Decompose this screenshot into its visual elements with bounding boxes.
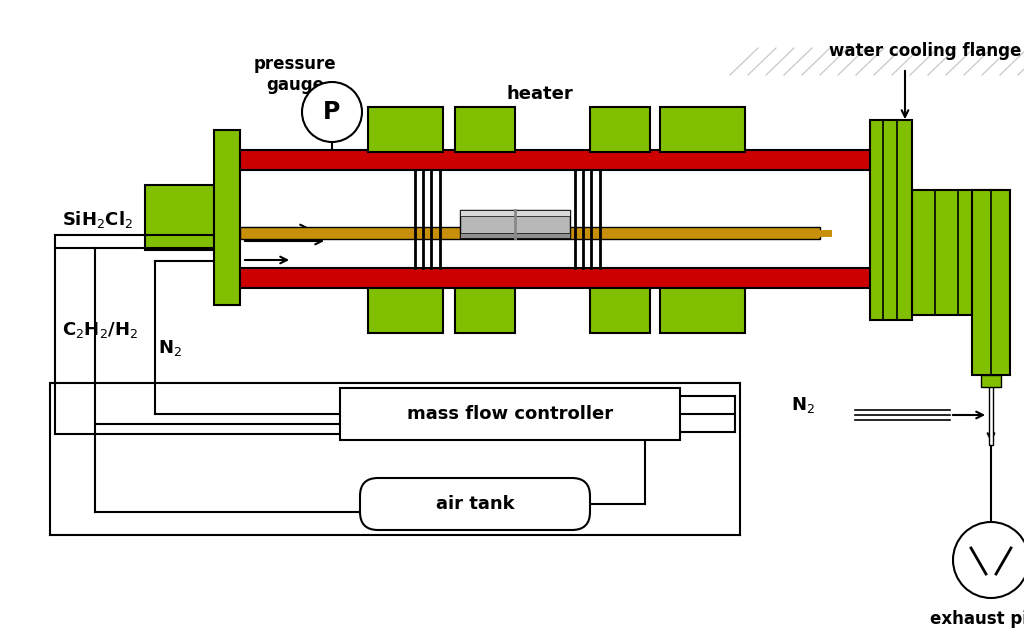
Text: mass flow controller: mass flow controller <box>407 405 613 423</box>
Circle shape <box>953 522 1024 598</box>
Bar <box>972 190 1010 375</box>
Text: pressure
gauge: pressure gauge <box>254 55 336 94</box>
Bar <box>228 268 870 288</box>
Text: N$_2$: N$_2$ <box>791 395 815 415</box>
Bar <box>870 120 912 320</box>
Bar <box>590 107 650 152</box>
Text: C$_2$H$_2$/H$_2$: C$_2$H$_2$/H$_2$ <box>62 320 138 340</box>
Bar <box>460 210 570 216</box>
Bar <box>912 190 1002 315</box>
Text: P: P <box>324 100 341 124</box>
Bar <box>145 185 215 250</box>
Bar <box>455 288 515 333</box>
Bar <box>989 375 993 445</box>
Bar <box>590 288 650 333</box>
Bar <box>460 210 570 238</box>
FancyBboxPatch shape <box>360 478 590 530</box>
Text: water cooling flange: water cooling flange <box>828 42 1021 60</box>
Bar <box>228 170 870 268</box>
Bar <box>455 107 515 152</box>
Bar <box>981 375 1001 387</box>
Bar <box>972 282 1002 375</box>
Bar <box>660 107 745 152</box>
Bar <box>660 288 745 333</box>
Text: heater: heater <box>507 85 573 103</box>
Bar <box>460 233 570 238</box>
Bar <box>214 130 240 305</box>
Circle shape <box>302 82 362 142</box>
Text: SiH$_2$Cl$_2$: SiH$_2$Cl$_2$ <box>62 210 133 231</box>
Bar <box>368 107 443 152</box>
Bar <box>240 227 820 239</box>
Bar <box>228 150 870 170</box>
Text: air tank: air tank <box>435 495 514 513</box>
Bar <box>368 288 443 333</box>
Text: exhaust pipe: exhaust pipe <box>931 610 1024 628</box>
Text: N$_2$: N$_2$ <box>158 338 182 358</box>
Bar <box>340 388 680 440</box>
